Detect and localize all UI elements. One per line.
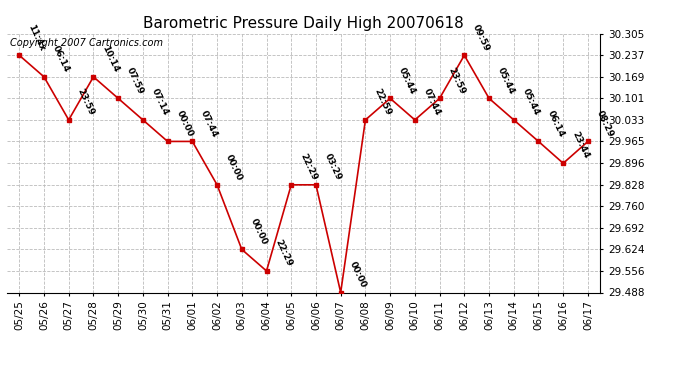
Text: 06:14: 06:14 [51, 44, 71, 74]
Title: Barometric Pressure Daily High 20070618: Barometric Pressure Daily High 20070618 [144, 16, 464, 31]
Text: 05:44: 05:44 [397, 66, 417, 96]
Text: 22:29: 22:29 [298, 152, 319, 182]
Text: 07:44: 07:44 [422, 87, 442, 117]
Text: 23:44: 23:44 [570, 130, 591, 160]
Text: 07:14: 07:14 [150, 87, 170, 117]
Text: 22:29: 22:29 [273, 238, 294, 268]
Text: 05:44: 05:44 [496, 66, 516, 96]
Text: 00:00: 00:00 [348, 260, 368, 290]
Text: 22:59: 22:59 [373, 87, 393, 117]
Text: 06:14: 06:14 [545, 109, 566, 139]
Text: 08:29: 08:29 [595, 109, 615, 139]
Text: 11:4x: 11:4x [26, 23, 46, 52]
Text: 00:00: 00:00 [224, 153, 244, 182]
Text: Copyright 2007 Cartronics.com: Copyright 2007 Cartronics.com [10, 38, 163, 48]
Text: 03:29: 03:29 [323, 152, 343, 182]
Text: 00:00: 00:00 [175, 110, 195, 139]
Text: 23:59: 23:59 [446, 66, 467, 96]
Text: 23:59: 23:59 [76, 87, 96, 117]
Text: 09:59: 09:59 [471, 22, 491, 53]
Text: 00:00: 00:00 [248, 217, 269, 247]
Text: 10:14: 10:14 [100, 44, 121, 74]
Text: 07:59: 07:59 [125, 66, 146, 96]
Text: 05:44: 05:44 [521, 87, 541, 117]
Text: 07:44: 07:44 [199, 109, 219, 139]
